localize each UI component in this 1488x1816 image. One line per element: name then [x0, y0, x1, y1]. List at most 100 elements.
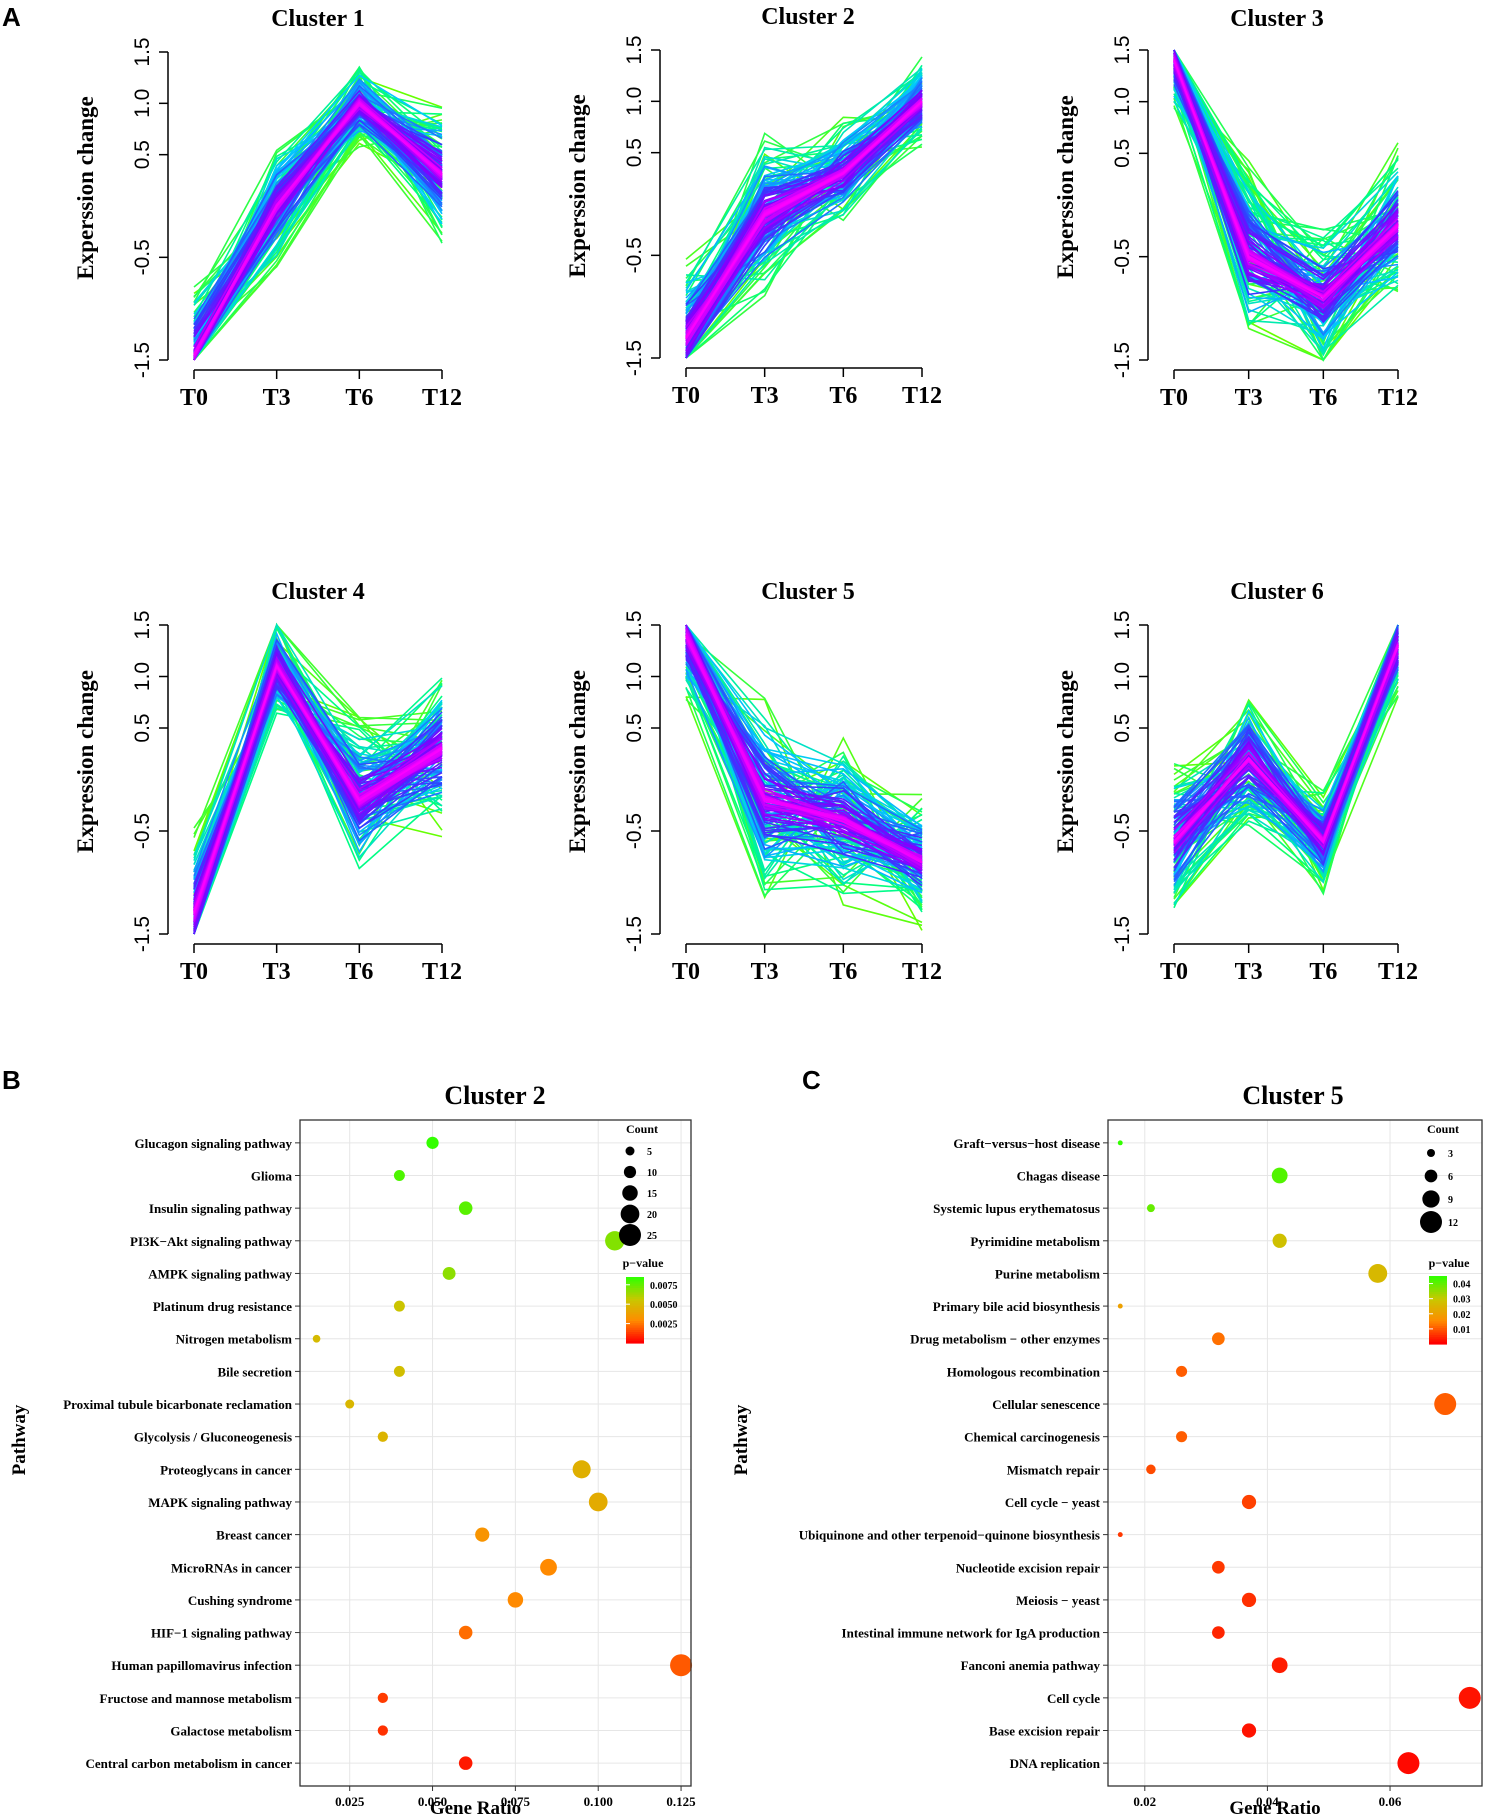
count-legend: Count 5 10 15 20 25 [619, 1122, 658, 1246]
x-tick-label: 0.125 [666, 1794, 696, 1809]
pvalue-legend-bar [1429, 1337, 1447, 1341]
pvalue-legend-bar [1429, 1323, 1447, 1327]
dot-plot-cluster-5: Cluster 5 Graft−versus−host disease Chagas… [731, 1081, 1483, 1816]
pathway-label: DNA replication [1010, 1756, 1101, 1771]
pvalue-legend-bar [626, 1332, 644, 1335]
x-tick-label: T6 [1309, 385, 1337, 411]
pathway-label: Nucleotide excision repair [956, 1560, 1100, 1575]
pvalue-legend-bar [626, 1290, 644, 1293]
profile-line [193, 623, 443, 856]
x-tick-label: 0.050 [418, 1794, 447, 1809]
x-tick-label: T6 [829, 383, 857, 409]
y-tick-label: 0.5 [131, 713, 154, 742]
pathway-label: Homologous recombination [947, 1364, 1101, 1379]
pvalue-legend-bar [1429, 1300, 1447, 1304]
x-axis-label: Gene Ratio [430, 1798, 521, 1816]
x-tick-label: T0 [180, 385, 208, 411]
profile-line [685, 627, 923, 836]
line-chart-cluster-5: Cluster 5 -1.5 -0.5 0.5 1.0 1.5 Expression cha… [565, 579, 942, 985]
pvalue-legend-label: 0.0050 [650, 1300, 678, 1311]
x-tick-label: T3 [263, 385, 291, 411]
pathway-point [670, 1654, 693, 1677]
pvalue-legend-label: 0.0075 [650, 1281, 678, 1292]
pathway-label: Drug metabolism − other enzymes [910, 1332, 1100, 1347]
x-axis-label: Gene Ratio [1229, 1798, 1320, 1816]
pvalue-legend-bar [626, 1327, 644, 1331]
pathway-point [507, 1592, 524, 1608]
x-tick-label: T12 [1378, 959, 1418, 985]
y-tick-label: 1.0 [1111, 662, 1134, 691]
y-axis-label: Experssion change [1053, 95, 1078, 278]
pvalue-legend-bar [626, 1285, 644, 1289]
x-tick-label: T3 [751, 383, 779, 409]
pathway-label: Central carbon metabolism in cancer [85, 1756, 292, 1771]
pvalue-legend-bar [626, 1316, 644, 1320]
x-tick-label: T6 [345, 385, 373, 411]
pvalue-legend-bar [626, 1296, 644, 1300]
pvalue-legend: p−value 0.01 0.02 0.03 0.04 [1429, 1256, 1471, 1345]
pvalue-legend-bar [626, 1288, 644, 1291]
x-tick-label: T12 [902, 959, 942, 985]
count-legend-label: 10 [647, 1168, 657, 1179]
pvalue-legend-bar [626, 1336, 644, 1340]
pvalue-legend-bar [1429, 1289, 1447, 1293]
pathway-label: Galactose metabolism [170, 1724, 292, 1739]
x-tick-label: T0 [180, 959, 208, 985]
pvalue-legend-bar [626, 1283, 644, 1287]
y-tick-label: 0.5 [131, 140, 154, 169]
pathway-point [1212, 1626, 1225, 1639]
pathway-label: Cellular senescence [992, 1397, 1100, 1412]
pvalue-legend-bar [1429, 1328, 1447, 1331]
x-tick-label: T0 [1160, 959, 1188, 985]
pathway-point [458, 1756, 473, 1770]
pvalue-legend-bar [1429, 1305, 1447, 1309]
pvalue-legend-bar [1429, 1316, 1447, 1320]
count-legend-dot [625, 1146, 635, 1156]
count-legend-dot [623, 1165, 637, 1179]
x-tick-label: T3 [1235, 959, 1263, 985]
pvalue-legend-bar [1429, 1332, 1447, 1336]
profile-line [685, 656, 923, 879]
y-tick-label: 1.0 [623, 87, 646, 116]
x-tick-label: T12 [422, 959, 462, 985]
expression-profiles [685, 624, 923, 931]
count-legend-title: Count [626, 1122, 658, 1136]
y-tick-label: -0.5 [131, 813, 154, 849]
pathway-label: Bile secretion [218, 1364, 293, 1379]
y-tick-label: -1.5 [623, 916, 646, 952]
pvalue-legend-bar [626, 1281, 644, 1285]
pathway-point [377, 1431, 388, 1442]
pathway-label: MAPK signaling pathway [148, 1495, 292, 1510]
pvalue-legend-bar [1429, 1278, 1447, 1282]
pathway-label: PI3K−Akt signaling pathway [130, 1234, 292, 1249]
profile-line [685, 646, 923, 890]
x-tick-label: T0 [1160, 385, 1188, 411]
pathway-point [1146, 1204, 1155, 1213]
y-tick-label: 1.0 [131, 89, 154, 118]
pvalue-legend-bar [1429, 1312, 1447, 1316]
pathway-point [1117, 1303, 1123, 1309]
pathway-label: Mismatch repair [1007, 1462, 1100, 1477]
profile-line [685, 128, 923, 359]
x-tick-label: T6 [829, 959, 857, 985]
y-tick-label: 1.5 [1111, 610, 1134, 639]
pvalue-legend-bar [626, 1279, 644, 1282]
panel-label-a: A [2, 2, 21, 32]
pvalue-legend-bar [626, 1323, 644, 1326]
pathway-label: Chagas disease [1017, 1169, 1101, 1184]
profile-line [1173, 60, 1399, 299]
pathway-point [1146, 1464, 1156, 1475]
count-legend-label: 5 [647, 1147, 652, 1158]
pvalue-legend-bar [626, 1307, 644, 1311]
pvalue-legend-bar [1429, 1341, 1447, 1345]
x-tick-label: 0.100 [584, 1794, 613, 1809]
pvalue-legend-bar [1429, 1296, 1447, 1300]
x-tick-label: T3 [751, 959, 779, 985]
y-tick-label: -1.5 [1111, 916, 1134, 952]
pathway-label: Insulin signaling pathway [149, 1201, 293, 1216]
count-legend-dot [622, 1185, 638, 1201]
profile-line [1173, 49, 1399, 257]
pathway-point [475, 1527, 490, 1542]
pathway-label: Graft−versus−host disease [953, 1136, 1100, 1151]
